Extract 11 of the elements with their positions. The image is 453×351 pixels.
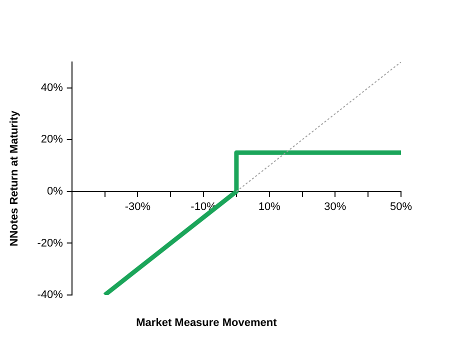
y-tick-label: 40% bbox=[40, 82, 64, 94]
x-tick-label: 30% bbox=[324, 201, 346, 214]
y-axis-title: NNotes Return at Maturity bbox=[8, 110, 21, 246]
x-tick-label: 10% bbox=[258, 201, 281, 214]
y-tick-label: -20% bbox=[37, 237, 64, 250]
x-tick-label: -30% bbox=[124, 201, 151, 214]
y-tick-label: 20% bbox=[40, 134, 64, 146]
x-tick-label: 50% bbox=[390, 201, 412, 214]
y-tick-label: -40% bbox=[37, 289, 64, 302]
x-axis-title: Market Measure Movement bbox=[136, 317, 278, 330]
y-tick-label: 0% bbox=[46, 185, 64, 198]
